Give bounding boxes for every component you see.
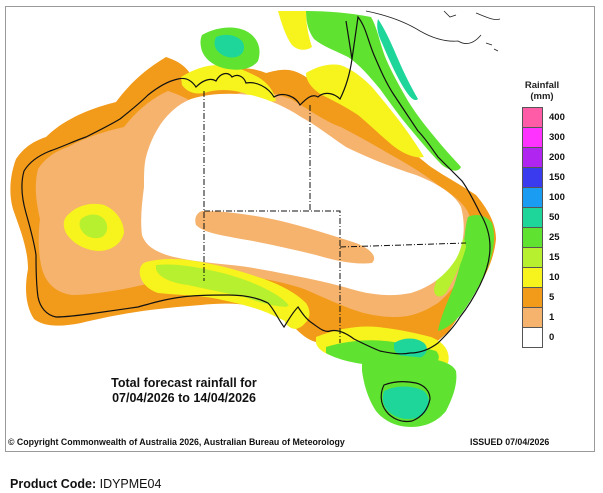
legend-title: Rainfall (mm): [522, 80, 562, 102]
legend-title-line1: Rainfall: [524, 80, 560, 91]
band-cape-york-yellow: [278, 11, 312, 50]
png-coastline: [365, 10, 501, 52]
australia-coastline: [21, 15, 491, 423]
band-top-end-teal: [214, 34, 244, 58]
legend-swatch-5: [522, 287, 543, 308]
rainfall-legend: Rainfall (mm) 400 300 200 150 100 50 25 15 10 5 1 0: [522, 80, 574, 348]
legend-label-100: 100: [549, 192, 565, 203]
issued-date: ISSUED 07/04/2026: [470, 437, 550, 447]
legend-label-400: 400: [549, 112, 565, 123]
product-code: Product Code: IDYPME04: [10, 477, 161, 491]
rainfall-bands: [10, 11, 496, 427]
legend-swatch-10: [522, 267, 543, 288]
legend-swatch-25: [522, 227, 543, 248]
band-sa-gulf-yellow: [283, 303, 309, 329]
product-code-label: Product Code:: [10, 477, 97, 491]
state-borders: [203, 91, 467, 343]
legend-label-1: 1: [549, 312, 555, 323]
band-qld-teal: [377, 19, 418, 101]
band-1mm-central: [195, 211, 375, 264]
legend-label-300: 300: [549, 132, 565, 143]
band-nsw-green: [438, 215, 495, 331]
legend-swatch-150: [522, 167, 543, 188]
legend-swatch-15: [522, 247, 543, 268]
forecast-title-line1: Total forecast rainfall for: [111, 376, 257, 390]
legend-label-25: 25: [549, 232, 560, 243]
legend-title-line2: (mm): [530, 91, 554, 102]
forecast-title-line2: 07/04/2026 to 14/04/2026: [112, 391, 256, 405]
legend-label-50: 50: [549, 212, 560, 223]
product-code-value: IDYPME04: [99, 477, 162, 491]
band-qld-yellow: [306, 64, 424, 158]
legend-label-5: 5: [549, 292, 555, 303]
legend-swatch-1: [522, 307, 543, 328]
copyright-notice: © Copyright Commonwealth of Australia 20…: [8, 437, 345, 447]
legend-swatch-200: [522, 147, 543, 168]
legend-swatch-400: [522, 107, 543, 128]
band-top-end: [181, 65, 276, 102]
legend-swatch-50: [522, 207, 543, 228]
legend-label-15: 15: [549, 252, 560, 263]
band-0mm-inland: [141, 93, 464, 296]
band-15mm-south: [156, 264, 290, 307]
legend-label-150: 150: [549, 172, 565, 183]
rainfall-map: [10, 10, 501, 427]
legend-swatch-100: [522, 187, 543, 208]
band-west-patch-green: [79, 214, 108, 239]
legend-swatch-300: [522, 127, 543, 148]
forecast-title: Total forecast rainfall for 07/04/2026 t…: [86, 376, 282, 406]
band-tasmania-teal: [382, 386, 429, 419]
legend-label-200: 200: [549, 152, 565, 163]
legend-swatch-0: [522, 327, 543, 348]
band-qld-green: [306, 11, 461, 171]
legend-label-0: 0: [549, 332, 555, 343]
legend-label-10: 10: [549, 272, 560, 283]
